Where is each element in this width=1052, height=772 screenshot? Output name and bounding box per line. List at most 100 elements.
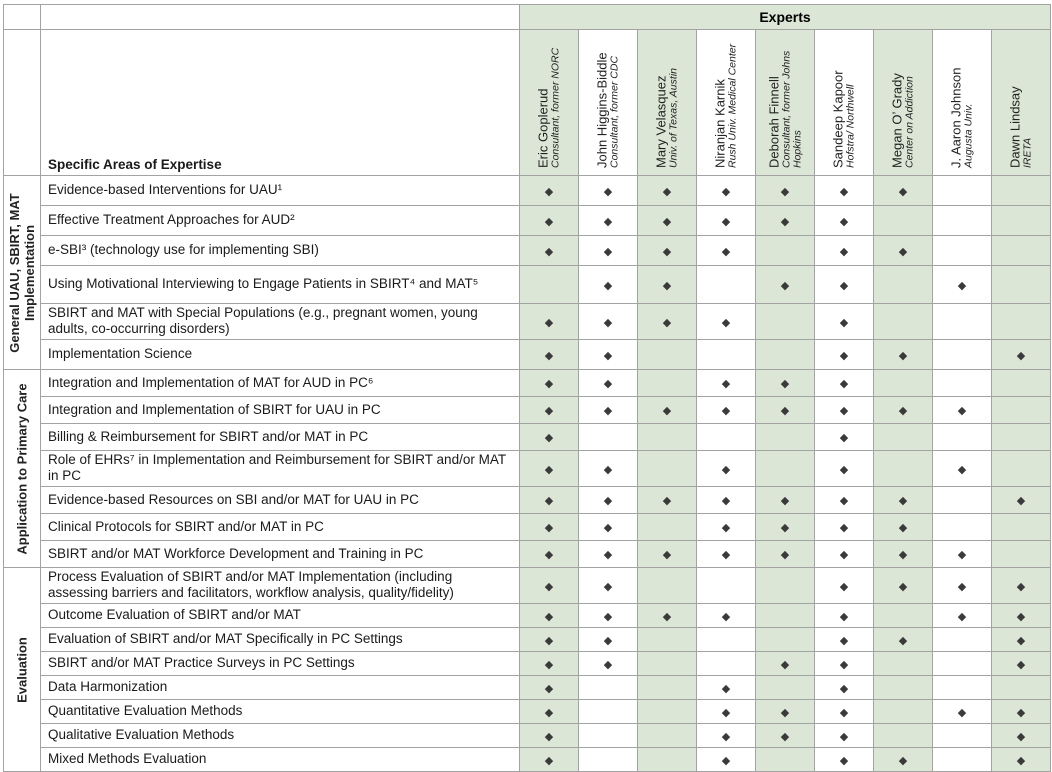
matrix-cell: ◆ [519, 567, 579, 604]
matrix-cell [932, 627, 992, 652]
expertise-row: Evaluation Process Evaluation of SBIRT an… [3, 567, 1052, 772]
area-label: SBIRT and/or MAT Practice Surveys in PC … [40, 651, 520, 676]
expert-name-rotated: Megan O’ Grady Center on Addiction [875, 36, 932, 170]
matrix-cell: ◆ [696, 486, 756, 514]
diamond-icon: ◆ [780, 494, 790, 507]
matrix-cell: ◆ [519, 339, 579, 370]
matrix-cell: ◆ [519, 175, 579, 206]
matrix-cell [990, 450, 1052, 487]
matrix-cell: ◆ [814, 540, 874, 568]
diamond-icon: ◆ [662, 315, 672, 329]
matrix-cell: ◆ [519, 603, 579, 628]
expertise-row: Clinical Protocols for SBIRT and/or MAT … [4, 513, 1052, 541]
diamond-icon: ◆ [780, 184, 790, 198]
matrix-cell [932, 651, 992, 676]
diamond-icon: ◆ [721, 609, 731, 623]
matrix-cell: ◆ [814, 369, 874, 397]
diamond-icon: ◆ [839, 657, 849, 671]
expert-header-9: Dawn Lindsay IRETA [990, 29, 1052, 176]
diamond-icon: ◆ [1016, 494, 1026, 507]
matrix-cell: ◆ [814, 486, 874, 514]
matrix-cell [932, 723, 992, 748]
matrix-cell: ◆ [637, 175, 697, 206]
diamond-icon: ◆ [839, 278, 849, 292]
area-label: Integration and Implementation of SBIRT … [40, 396, 520, 424]
diamond-icon: ◆ [603, 494, 613, 507]
expert-affiliation: Augusta Univ. [962, 102, 975, 168]
matrix-cell [637, 450, 697, 487]
expertise-row: SBIRT and/or MAT Practice Surveys in PC … [4, 651, 1052, 676]
expertise-row: Evaluation of SBIRT and/or MAT Specifica… [4, 627, 1052, 652]
expert-header-8: J. Aaron Johnson Augusta Univ. [932, 29, 992, 176]
matrix-cell: ◆ [519, 627, 579, 652]
matrix-cell: ◆ [519, 423, 579, 451]
matrix-cell: ◆ [578, 627, 638, 652]
matrix-cell [873, 651, 933, 676]
diamond-icon: ◆ [603, 657, 613, 671]
matrix-cell [637, 513, 697, 541]
diamond-icon: ◆ [544, 462, 554, 476]
matrix-cell: ◆ [755, 205, 815, 236]
expert-name-rotated: Dawn Lindsay IRETA [993, 36, 1050, 170]
matrix-cell: ◆ [696, 450, 756, 487]
matrix-cell: ◆ [873, 567, 933, 604]
matrix-cell [755, 567, 815, 604]
diamond-icon: ◆ [721, 521, 731, 534]
matrix-cell: ◆ [873, 235, 933, 266]
diamond-icon: ◆ [603, 278, 613, 292]
diamond-icon: ◆ [544, 184, 554, 198]
matrix-cell [637, 627, 697, 652]
matrix-cell: ◆ [578, 396, 638, 424]
matrix-cell: ◆ [814, 603, 874, 628]
matrix-cell [932, 513, 992, 541]
area-label: e-SBI³ (technology use for implementing … [40, 235, 520, 266]
expertise-table: Experts Specific Areas of Expertise Eric… [3, 4, 1052, 772]
matrix-cell [696, 423, 756, 451]
matrix-cell: ◆ [990, 651, 1052, 676]
expert-header-3: Mary Velasquez Univ. of Texas, Austin [637, 29, 697, 176]
matrix-cell [578, 723, 638, 748]
diamond-icon: ◆ [544, 348, 554, 362]
matrix-cell: ◆ [696, 303, 756, 340]
expert-header-1: Eric Goplerud Consultant, former NORC [519, 29, 579, 176]
diamond-icon: ◆ [957, 404, 967, 417]
matrix-cell [990, 303, 1052, 340]
diamond-icon: ◆ [544, 681, 554, 695]
diamond-icon: ◆ [839, 633, 849, 647]
diamond-icon: ◆ [603, 548, 613, 561]
expert-name: Deborah Finnell [766, 75, 781, 168]
area-label: Mixed Methods Evaluation [40, 747, 520, 772]
matrix-cell: ◆ [873, 396, 933, 424]
section-label: Evaluation [14, 636, 30, 703]
matrix-cell: ◆ [932, 540, 992, 568]
matrix-cell: ◆ [814, 303, 874, 340]
matrix-cell [990, 205, 1052, 236]
expertise-row: Qualitative Evaluation Methods ◆ ◆ ◆ ◆ ◆ [4, 723, 1052, 748]
diamond-icon: ◆ [1016, 579, 1026, 593]
matrix-cell [990, 423, 1052, 451]
corner-cell-left [3, 4, 41, 30]
matrix-cell: ◆ [814, 235, 874, 266]
matrix-cell [696, 265, 756, 304]
matrix-cell [637, 675, 697, 700]
matrix-cell: ◆ [755, 540, 815, 568]
expert-header-7: Megan O’ Grady Center on Addiction [873, 29, 933, 176]
diamond-icon: ◆ [662, 244, 672, 258]
diamond-icon: ◆ [603, 521, 613, 534]
diamond-icon: ◆ [544, 431, 554, 444]
matrix-cell: ◆ [519, 205, 579, 236]
matrix-cell: ◆ [578, 235, 638, 266]
expert-header-6: Sandeep Kapoor Hofstra/ Northwell [814, 29, 874, 176]
matrix-cell: ◆ [578, 339, 638, 370]
diamond-icon: ◆ [957, 705, 967, 719]
diamond-icon: ◆ [898, 579, 908, 593]
matrix-cell [578, 747, 638, 772]
matrix-cell: ◆ [814, 699, 874, 724]
matrix-cell [873, 450, 933, 487]
matrix-cell: ◆ [578, 603, 638, 628]
matrix-cell: ◆ [519, 235, 579, 266]
diamond-icon: ◆ [544, 377, 554, 390]
diamond-icon: ◆ [544, 214, 554, 228]
diamond-icon: ◆ [662, 609, 672, 623]
matrix-cell: ◆ [990, 603, 1052, 628]
